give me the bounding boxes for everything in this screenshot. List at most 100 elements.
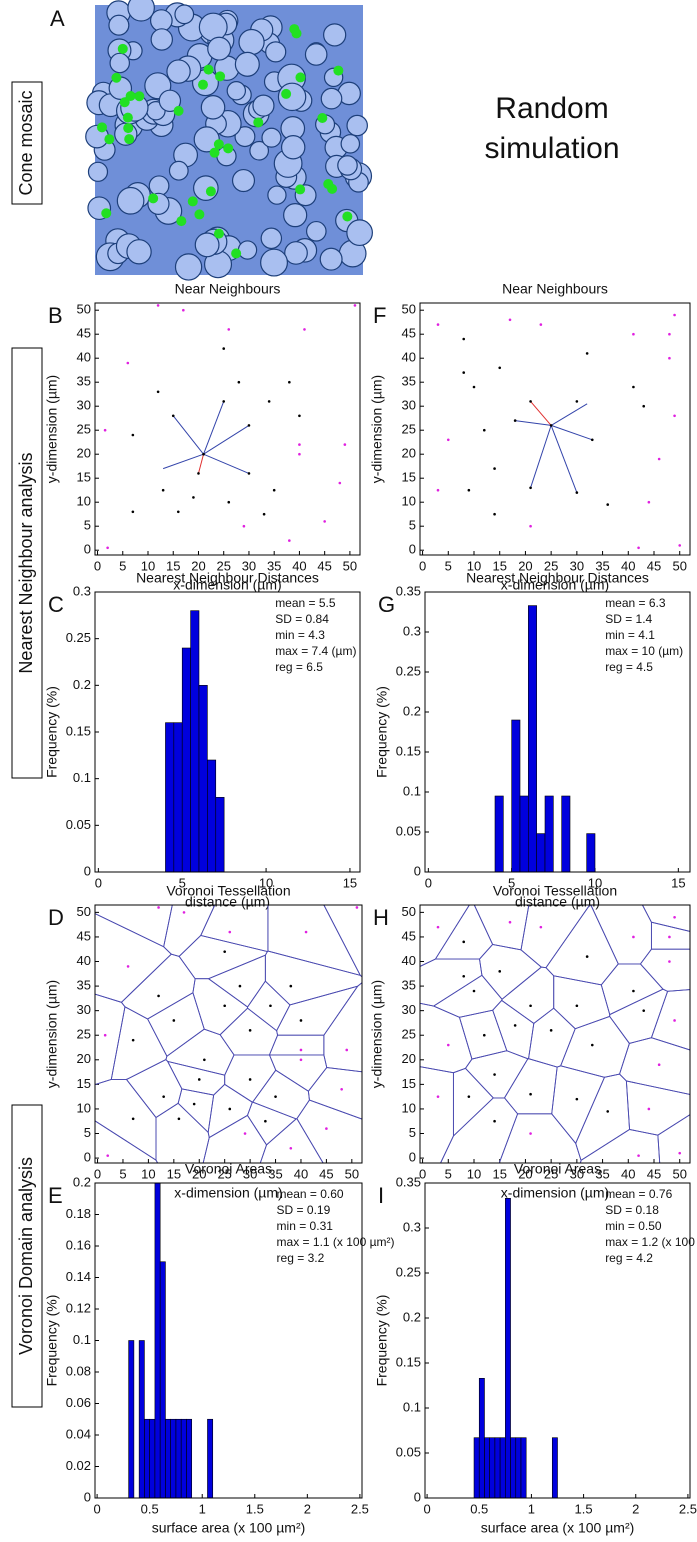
point [493, 512, 496, 516]
x-tick-label: 10 [467, 1166, 481, 1181]
x-tick-label: 0 [93, 1501, 100, 1516]
cone-cell [320, 87, 343, 110]
point [243, 1132, 247, 1135]
voronoi-cell [94, 904, 173, 948]
neighbour-line [550, 425, 578, 493]
point [493, 1073, 496, 1076]
y-tick-label: 20 [77, 1051, 91, 1066]
point [242, 524, 246, 528]
cone-cell [304, 43, 328, 66]
x-tick-label: 15 [343, 875, 357, 890]
labelled-cone [327, 183, 338, 194]
x-tick-label: 15 [671, 875, 685, 890]
neighbour-line [203, 424, 250, 455]
bar [173, 722, 183, 873]
point [467, 1095, 471, 1098]
x-axis-label: x-dimension (µm) [173, 577, 281, 593]
cone-cell [234, 51, 260, 77]
point [227, 328, 231, 331]
chart-title: Nearest Neighbour Distances [136, 570, 319, 586]
point [157, 994, 160, 998]
bar [190, 610, 200, 873]
x-tick-label: 0 [94, 1166, 101, 1181]
y-tick-label: 0.18 [66, 1206, 91, 1221]
bar [561, 795, 571, 873]
bar [207, 759, 217, 873]
cone-cell [283, 203, 308, 228]
point [637, 546, 640, 550]
voronoi-cell [501, 966, 555, 1024]
x-tick-label: 5 [508, 875, 515, 890]
voronoi-cell [155, 1102, 210, 1164]
chart-title: Voronoi Tessellation [166, 883, 290, 899]
voronoi-cell [259, 1118, 324, 1164]
x-tick-label: 35 [595, 558, 609, 573]
point [172, 1019, 176, 1022]
x-tick-label: 2 [304, 1501, 311, 1516]
plot-frame [424, 591, 691, 873]
labelled-cone [253, 117, 264, 128]
x-tick-label: 1 [528, 1501, 535, 1516]
stat-annotation: max = 10 (µm) [605, 644, 683, 658]
point [248, 1029, 252, 1032]
x-tick-label: 40 [294, 1166, 308, 1181]
y-tick-label: 5 [84, 518, 91, 533]
point [632, 332, 635, 336]
labelled-cone [194, 209, 205, 220]
bar [494, 795, 504, 873]
stat-annotation: SD = 1.4 [605, 612, 652, 626]
cone-cell [109, 52, 131, 74]
y-tick-label: 0.15 [396, 1354, 421, 1369]
y-tick-label: 30 [402, 1002, 416, 1017]
voronoi-cell [94, 1079, 157, 1161]
x-tick-label: 5 [179, 875, 186, 890]
point [508, 318, 512, 322]
cone-cell [346, 114, 368, 137]
point [585, 352, 589, 355]
y-tick-label: 45 [402, 326, 416, 341]
voronoi-cell [268, 1054, 328, 1092]
x-tick-label: 25 [217, 1166, 231, 1181]
point [289, 1146, 293, 1150]
point [269, 1004, 272, 1008]
voronoi-cell [625, 1080, 691, 1136]
chart-title: Near Neighbours [175, 281, 281, 297]
x-tick-label: 0 [419, 558, 426, 573]
point [343, 443, 347, 446]
cone-cell [166, 59, 191, 84]
labelled-cone [101, 208, 112, 219]
plot-frame [94, 1182, 363, 1499]
point [462, 337, 466, 341]
cone-cell [158, 89, 182, 113]
voronoi-cell [419, 958, 483, 1007]
x-tick-label: 0.5 [141, 1501, 159, 1516]
point [197, 1078, 201, 1081]
x-tick-label: 10 [467, 558, 481, 573]
y-axis-label: Frequency (%) [374, 1295, 390, 1387]
point [575, 491, 579, 494]
cone-cell [116, 186, 145, 215]
y-tick-label: 35 [77, 978, 91, 993]
cone-cell [126, 239, 152, 265]
bar [478, 1378, 485, 1499]
neighbour-line [162, 453, 204, 470]
panel-letter: I [378, 1183, 384, 1208]
cone-cell [252, 94, 275, 117]
chart-title: Voronoi Areas [514, 1161, 601, 1177]
labelled-cone [333, 65, 344, 76]
voronoi-cell [419, 1066, 454, 1164]
voronoi-cell [419, 1002, 473, 1074]
chart-title: Voronoi Areas [185, 1161, 272, 1177]
x-tick-label: 0.5 [470, 1501, 488, 1516]
stat-annotation: max = 7.4 (µm) [275, 644, 356, 658]
y-tick-label: 0.12 [66, 1300, 91, 1315]
y-tick-label: 0.25 [396, 663, 421, 678]
x-tick-label: 15 [492, 558, 506, 573]
point [353, 304, 357, 307]
panel-letter: G [378, 592, 395, 617]
bar [144, 1418, 150, 1499]
voronoi-cell [110, 1006, 168, 1080]
labelled-cone [205, 186, 216, 197]
y-tick-label: 10 [77, 1100, 91, 1115]
y-tick-label: 25 [77, 1027, 91, 1042]
